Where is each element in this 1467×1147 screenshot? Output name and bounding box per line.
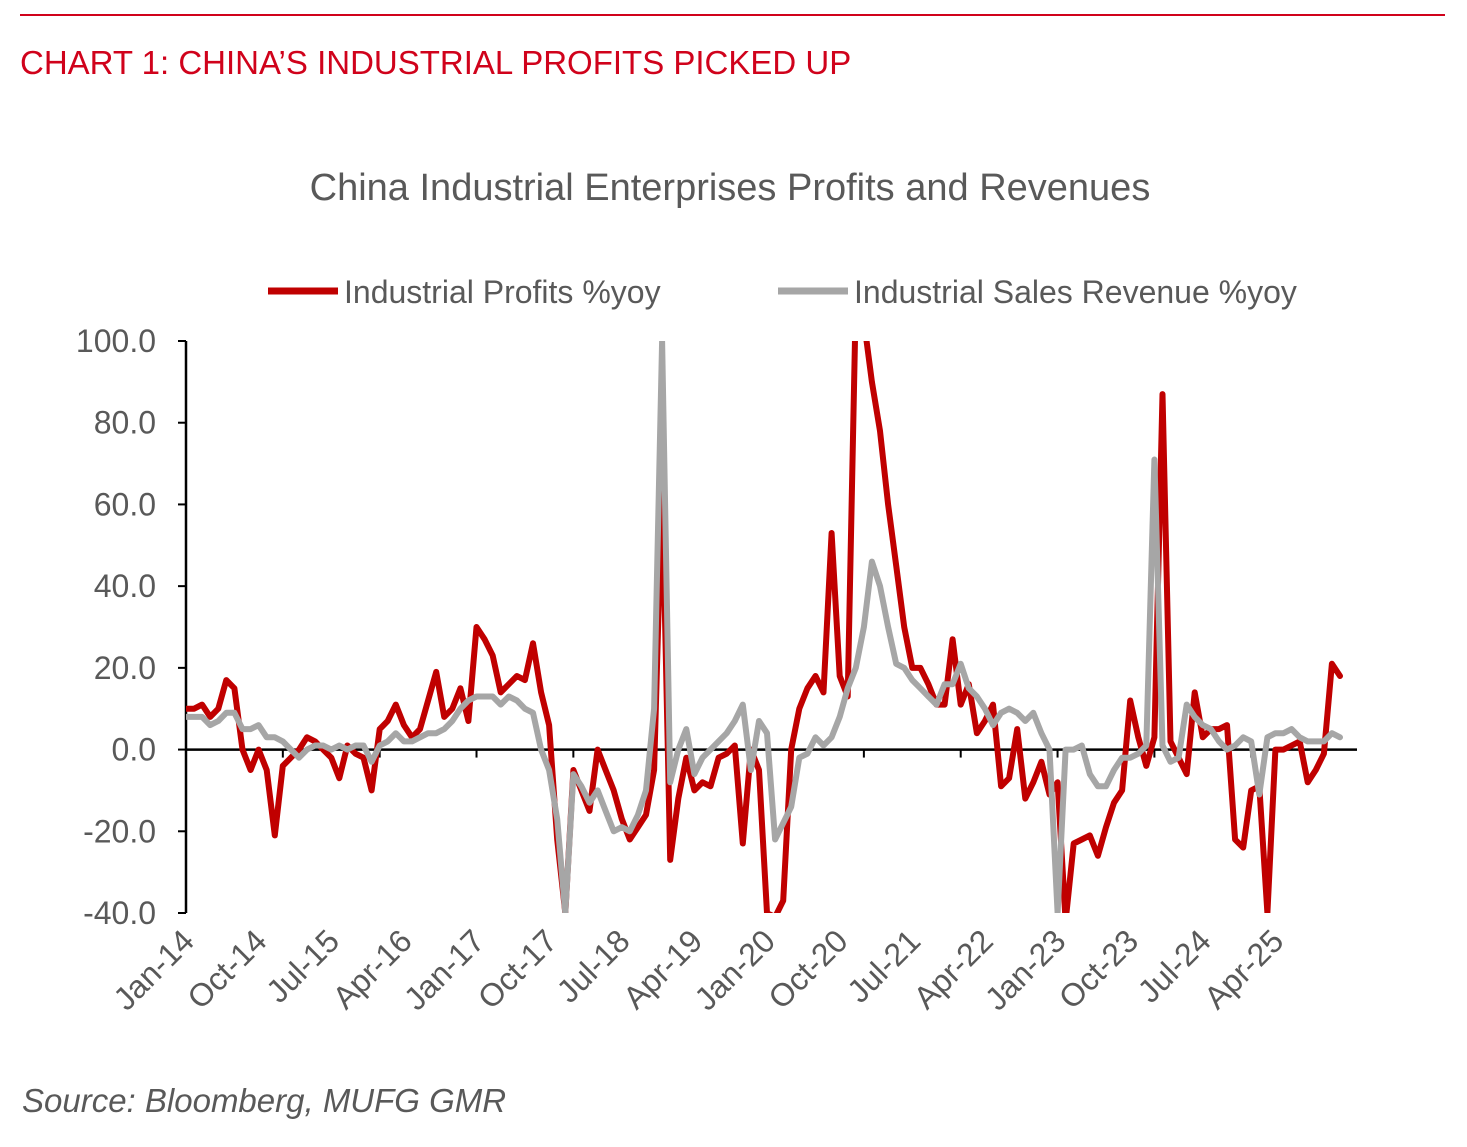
chart-title: China Industrial Enterprises Profits and… (310, 167, 1151, 209)
series-lines (186, 341, 1343, 913)
y-tick-label: 20.0 (94, 650, 156, 686)
x-tick-label: Jan-17 (397, 922, 492, 1017)
y-tick-label: -40.0 (83, 895, 156, 931)
x-tick-label: Oct-17 (471, 922, 564, 1015)
x-tick-label: Apr-19 (616, 922, 709, 1015)
x-tick-label: Jan-23 (978, 922, 1073, 1017)
x-tick-label: Oct-20 (761, 922, 854, 1015)
legend-label-revenue: Industrial Sales Revenue %yoy (854, 274, 1297, 310)
chart-heading: CHART 1: CHINA’S INDUSTRIAL PROFITS PICK… (20, 44, 852, 81)
source-note: Source: Bloomberg, MUFG GMR (22, 1082, 507, 1119)
y-tick-label: 100.0 (76, 323, 156, 359)
y-tick-label: 80.0 (94, 405, 156, 441)
x-tick-label: Apr-16 (325, 922, 418, 1015)
x-tick-label: Oct-23 (1052, 922, 1145, 1015)
y-tick-label: 0.0 (112, 732, 156, 768)
legend-label-profits: Industrial Profits %yoy (344, 274, 661, 310)
x-tick-label: Apr-25 (1197, 922, 1290, 1015)
y-tick-label: 60.0 (94, 486, 156, 522)
top-rule (20, 14, 1445, 16)
x-tick-label: Jan-14 (106, 922, 201, 1017)
series-line-profits (186, 341, 1343, 913)
series-line-revenue (186, 341, 1343, 913)
y-tick-label: 40.0 (94, 568, 156, 604)
x-tick-label: Oct-14 (180, 922, 273, 1015)
y-tick-label: -20.0 (83, 813, 156, 849)
legend: Industrial Profits %yoy Industrial Sales… (268, 274, 1297, 310)
x-tick-label: Jan-20 (687, 922, 782, 1017)
x-tick-label: Apr-22 (907, 922, 1000, 1015)
